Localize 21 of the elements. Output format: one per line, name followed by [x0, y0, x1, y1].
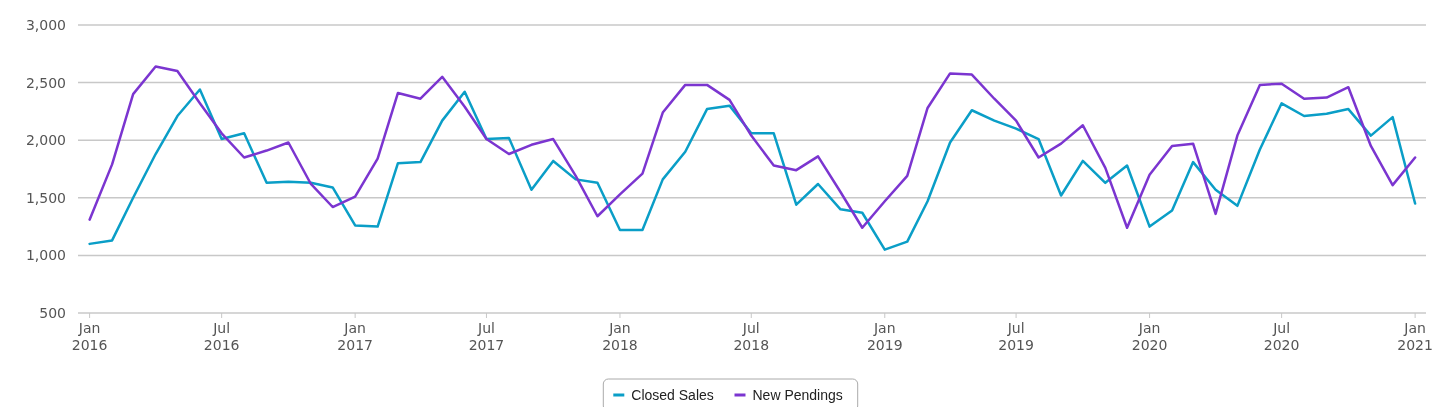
- x-tick-label: Jan 2017: [337, 320, 373, 353]
- x-tick-label: Jul 2018: [733, 320, 770, 353]
- line-series: [88, 88, 1417, 251]
- legend-label: New Pendings: [752, 386, 843, 403]
- y-tick-label: 1,000: [25, 247, 66, 264]
- x-tick-label: Jan 2021: [1397, 320, 1433, 353]
- y-tick-label: 500: [39, 304, 66, 321]
- y-tick-label: 1,500: [25, 189, 66, 206]
- line-series: [88, 65, 1417, 229]
- x-tick-label: Jul 2016: [203, 320, 240, 353]
- x-tick-label: Jul 2019: [998, 320, 1034, 353]
- x-tick-label: Jan 2020: [1131, 320, 1168, 353]
- legend-label: Closed Sales: [631, 386, 714, 403]
- y-tick-label: 2,500: [25, 74, 66, 91]
- y-tick-label: 2,000: [25, 132, 66, 149]
- x-tick-label: Jan 2018: [602, 320, 638, 353]
- y-tick-label: 3,000: [25, 16, 66, 33]
- x-tick-label: Jul 2017: [468, 320, 505, 353]
- x-tick-label: Jan 2016: [71, 320, 108, 353]
- x-tick-label: Jan 2019: [866, 320, 903, 353]
- x-tick-label: Jul 2020: [1263, 320, 1300, 353]
